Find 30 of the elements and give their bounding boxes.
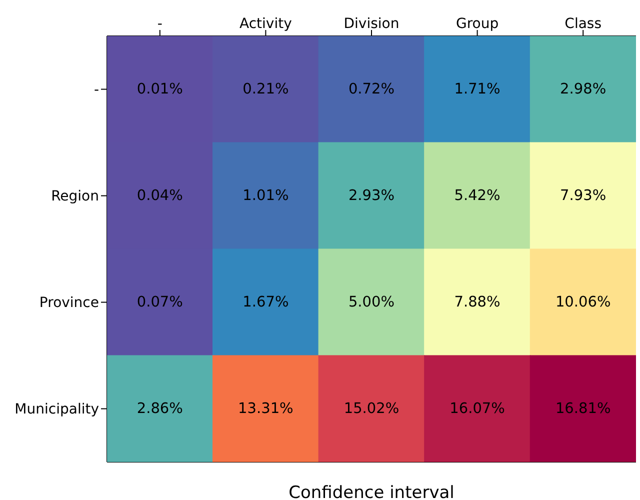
data-label: 2.98% bbox=[560, 81, 606, 98]
data-label: 13.31% bbox=[238, 400, 294, 417]
x-axis-title: Confidence interval bbox=[288, 483, 454, 500]
x-tick-label: Group bbox=[456, 16, 499, 32]
data-label: 0.07% bbox=[136, 294, 183, 310]
data-label: 0.72% bbox=[348, 81, 395, 98]
y-tick-label: Municipality bbox=[14, 402, 99, 418]
data-label: 16.81% bbox=[555, 400, 611, 417]
data-label: 1.01% bbox=[242, 188, 289, 204]
data-label: 5.42% bbox=[454, 188, 500, 204]
x-tick-label: Activity bbox=[240, 16, 292, 32]
x-tick-label: Division bbox=[344, 16, 400, 32]
data-label: 10.06% bbox=[555, 294, 611, 310]
y-tick-label: - bbox=[94, 82, 99, 98]
x-tick-label: Class bbox=[564, 16, 602, 32]
data-label: 0.21% bbox=[242, 81, 289, 98]
data-label: 7.88% bbox=[454, 294, 500, 310]
data-label: 2.86% bbox=[136, 400, 183, 417]
data-label: 0.01% bbox=[136, 81, 183, 98]
data-label: 7.93% bbox=[560, 188, 606, 204]
data-label: 16.07% bbox=[450, 400, 505, 417]
data-label: 0.04% bbox=[136, 188, 183, 204]
data-label: 1.71% bbox=[454, 81, 500, 98]
data-label: 1.67% bbox=[242, 294, 289, 310]
x-tick-label: - bbox=[157, 16, 162, 32]
data-label: 5.00% bbox=[348, 294, 395, 310]
data-label: 15.02% bbox=[344, 400, 400, 417]
y-tick-label: Province bbox=[39, 295, 99, 312]
data-label: 2.93% bbox=[348, 188, 395, 204]
y-tick-label: Region bbox=[51, 188, 99, 205]
